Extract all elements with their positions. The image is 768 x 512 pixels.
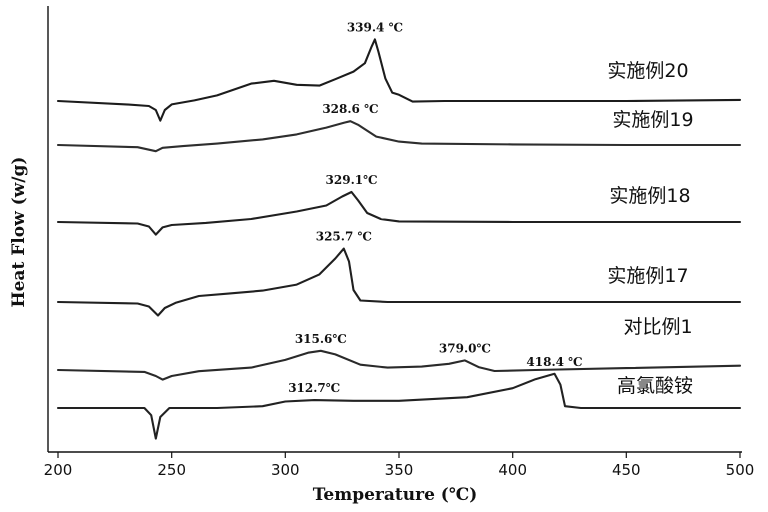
peak-label-6-2: 418.4 ℃ — [526, 355, 582, 369]
peak-label-1-1: 339.4 ℃ — [347, 20, 403, 34]
series-label-2: 实施例19 — [612, 109, 693, 131]
peak-labels-layer: 339.4 ℃ 328.6 ℃ 329.1℃ 325.7 ℃ 315.6℃ 379.0℃ 3… — [288, 20, 582, 395]
x-axis-title: Temperature (℃) — [313, 485, 478, 505]
x-tick-label-2: 250 — [157, 461, 186, 479]
peak-label-5-2: 379.0℃ — [439, 341, 491, 355]
series-label-1: 实施例20 — [607, 60, 688, 82]
series-label-4: 实施例17 — [607, 265, 688, 287]
x-tick-label-4: 350 — [385, 461, 414, 479]
series-label-5: 对比例1 — [623, 316, 692, 338]
series-label-6: 高氯酸铵 — [617, 375, 693, 397]
x-tick-label-7: 500 — [726, 461, 755, 479]
peak-label-5-1: 315.6℃ — [295, 332, 347, 346]
series-labels-layer: 实施例20 实施例19 实施例18 实施例17 对比例1 高氯酸铵 — [607, 60, 693, 397]
x-ticks-layer: 200 250 300 350 400 450 500 — [44, 452, 755, 479]
x-tick-label-1: 200 — [44, 461, 73, 479]
x-tick-label-6: 450 — [612, 461, 641, 479]
peak-label-4-1: 325.7 ℃ — [316, 230, 372, 244]
x-tick-label-5: 400 — [498, 461, 527, 479]
peak-label-3-1: 329.1℃ — [326, 173, 378, 187]
x-tick-label-3: 300 — [271, 461, 300, 479]
y-axis-title: Heat Flow (w/g) — [9, 157, 29, 308]
series-label-3: 实施例18 — [609, 185, 690, 207]
peak-label-6-1: 312.7℃ — [288, 381, 340, 395]
peak-label-2-1: 328.6 ℃ — [322, 102, 378, 116]
